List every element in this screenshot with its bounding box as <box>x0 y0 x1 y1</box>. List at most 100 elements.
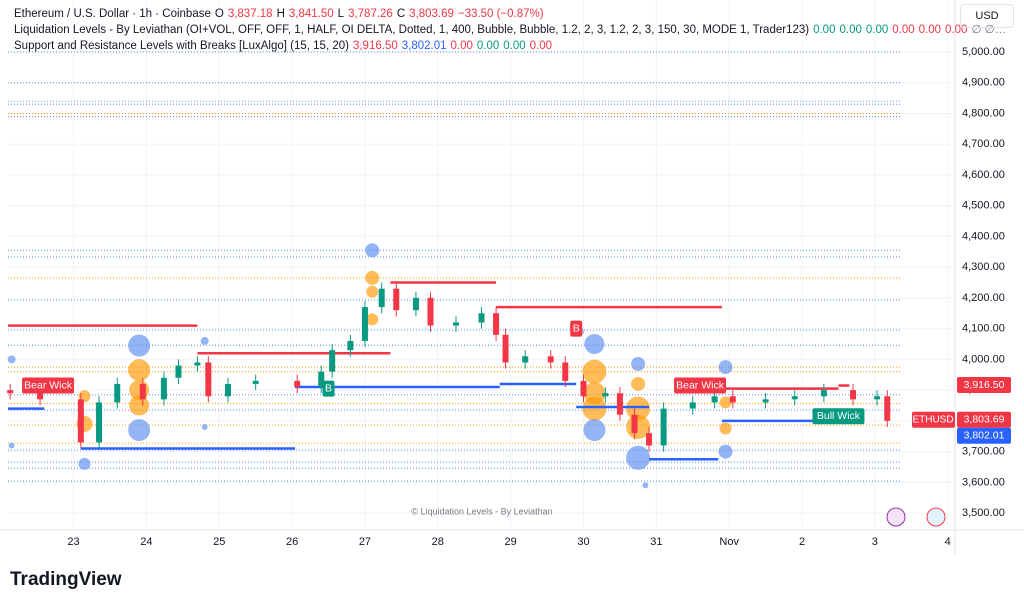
symbol-tag-label: ETHUSD <box>912 414 953 425</box>
liquidation-bubble <box>128 419 151 442</box>
legend-text: 3,841.50 <box>288 8 334 20</box>
legend-text: 0.00 <box>503 40 526 52</box>
annotation-label: B <box>325 382 332 394</box>
candle-body <box>252 380 259 384</box>
x-tick-label: 26 <box>286 536 298 548</box>
candle-body <box>791 396 798 400</box>
y-tick-label: 4,900.00 <box>962 77 1005 89</box>
candle-body <box>874 396 881 400</box>
candle-body <box>412 297 419 311</box>
liquidation-bubble <box>719 396 732 409</box>
candle-body <box>453 322 460 326</box>
x-tick-label: 29 <box>505 536 517 548</box>
y-tick-label: 3,700.00 <box>962 446 1005 458</box>
candle-body <box>294 380 301 388</box>
candle-body <box>493 313 500 335</box>
candle-body <box>393 288 400 311</box>
annotation-box <box>674 377 727 394</box>
y-tick-label: 4,800.00 <box>962 107 1005 119</box>
price-tag <box>957 411 1011 428</box>
annotation-label: B <box>573 322 580 334</box>
candle-body <box>660 408 667 446</box>
y-tick-label: 4,300.00 <box>962 261 1005 273</box>
y-tick-label: 4,500.00 <box>962 200 1005 212</box>
legend-line: Liquidation Levels - By Leviathan (OI+VO… <box>14 22 1010 38</box>
candle-body <box>361 307 368 341</box>
legend-text: 3,802.01 <box>401 40 447 52</box>
liquidation-bubble <box>128 334 151 357</box>
candle-body <box>224 383 231 397</box>
legend-text: 0.00 <box>813 24 836 36</box>
price-tag-label: 3,803.69 <box>964 414 1005 426</box>
legend-text: C <box>396 8 406 20</box>
liquidation-bubble <box>78 390 91 403</box>
candle-body <box>37 393 44 400</box>
candle-body <box>547 356 554 363</box>
liquidation-bubble <box>626 396 651 421</box>
candle-body <box>7 390 14 394</box>
y-tick-label: 4,000.00 <box>962 353 1005 365</box>
annotation-box <box>22 377 75 394</box>
y-tick-label: 5,000.00 <box>962 46 1005 58</box>
candle-body <box>427 297 434 326</box>
icon <box>886 507 906 527</box>
candle-body <box>602 393 609 397</box>
x-tick-label: 2 <box>799 536 805 548</box>
legend-text: H <box>276 8 285 20</box>
liquidation-bubble <box>582 359 607 384</box>
liquidation-bubble <box>129 395 150 416</box>
legend-line: Ethereum / U.S. Dollar · 1h · Coinbase O 3… <box>14 6 1010 22</box>
x-tick-label: 4 <box>945 536 951 548</box>
liquidation-bubble <box>366 313 379 326</box>
candle-body <box>711 396 718 403</box>
annotation-box <box>812 408 865 425</box>
candle-body <box>160 377 167 400</box>
candle-body <box>562 362 569 381</box>
legend-text: 3,787.26 <box>348 8 393 20</box>
candle-body <box>318 371 325 388</box>
candle-body <box>884 396 891 421</box>
annotation-label: Bull Wick <box>817 410 861 422</box>
legend-text: O <box>214 8 224 20</box>
candle-body <box>820 390 827 397</box>
candle-body <box>378 288 385 308</box>
legend-text: 0.00 <box>839 24 862 36</box>
plot-bg <box>0 0 955 530</box>
liquidation-bubble <box>631 356 646 371</box>
price-tag <box>957 377 1011 394</box>
liquidation-bubble <box>583 419 606 442</box>
price-tag <box>957 427 1011 444</box>
liquidation-bubble <box>200 336 209 345</box>
x-tick-label: 24 <box>140 536 152 548</box>
liquidation-bubble <box>201 424 208 431</box>
candle-body <box>175 365 182 378</box>
legend-text: 3,916.50 <box>352 40 398 52</box>
liquidation-bubble <box>8 442 15 449</box>
y-tick-label: 4,200.00 <box>962 292 1005 304</box>
legend-text: L <box>337 8 345 20</box>
candle-body <box>762 399 769 403</box>
x-tick-label: 31 <box>650 536 662 548</box>
annotation-label: Bear Wick <box>24 379 73 391</box>
legend-text: 3,837.18 <box>227 8 273 20</box>
annotation-box <box>322 380 335 397</box>
x-tick-label: Nov <box>719 536 739 548</box>
y-tick-label: 3,500.00 <box>962 507 1005 519</box>
legend-line: Support and Resistance Levels with Break… <box>14 38 1010 54</box>
y-tick-label: 3,600.00 <box>962 476 1005 488</box>
currency-button[interactable]: USD <box>960 4 1014 28</box>
legend-text: 0.00 <box>529 40 553 52</box>
liquidation-bubble <box>78 457 91 470</box>
y-tick-label: 4,100.00 <box>962 323 1005 335</box>
candle-body <box>478 313 485 323</box>
liquidation-bubble <box>128 359 151 382</box>
legend-text: 0.00 <box>476 40 500 52</box>
legend-text: 0.00 <box>892 24 915 36</box>
price-tag-label: 3,802.01 <box>964 430 1005 442</box>
legend-text: 3,803.69 <box>409 8 454 20</box>
legend-text: −33.50 (−0.87%) <box>457 8 544 20</box>
legend-header: Ethereum / U.S. Dollar · 1h · Coinbase O 3… <box>14 6 1010 54</box>
x-tick-label: 30 <box>577 536 589 548</box>
legend-text: 0.00 <box>450 40 473 52</box>
